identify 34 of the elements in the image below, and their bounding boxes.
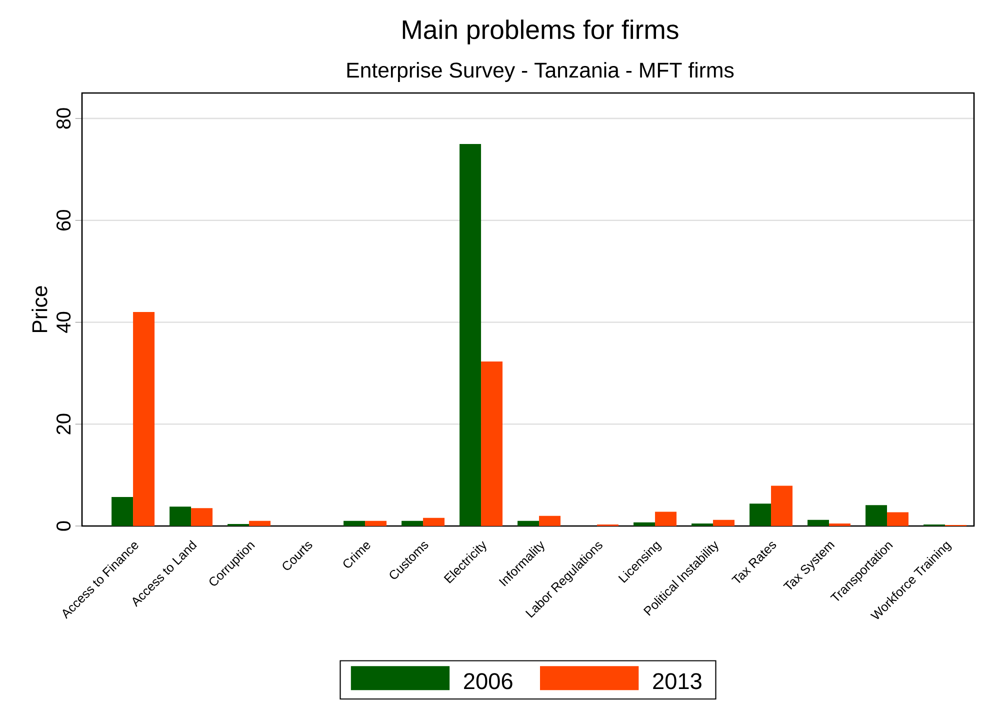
bar [887, 512, 908, 526]
bar [365, 520, 387, 526]
bar [713, 520, 735, 526]
y-axis-title: Price [32, 286, 48, 332]
chart-title: Main problems for firms [402, 20, 678, 44]
bar [866, 505, 888, 526]
bar [249, 520, 271, 526]
bar [808, 520, 830, 526]
bar [634, 522, 656, 526]
bar [771, 486, 793, 526]
y-tick-label: 80 [56, 108, 71, 129]
bar [539, 516, 561, 526]
bar [170, 506, 192, 526]
bar [518, 520, 540, 526]
legend-label: 2013 [653, 673, 702, 690]
bar [133, 312, 155, 526]
y-tick-label: 60 [56, 210, 71, 230]
bar [692, 523, 714, 526]
bar [423, 518, 445, 526]
bar [344, 520, 366, 526]
y-tick-label: 0 [56, 521, 71, 531]
chart-subtitle: Enterprise Survey - Tanzania - MFT firms [347, 62, 734, 82]
bar [655, 512, 677, 526]
legend-label: 2006 [464, 673, 512, 690]
bar [750, 504, 772, 526]
bar [402, 520, 424, 526]
y-tick-label: 40 [56, 312, 71, 333]
y-tick-label: 20 [56, 414, 71, 434]
bar [112, 496, 134, 526]
bar [829, 523, 851, 526]
bar [191, 508, 213, 526]
bar [460, 144, 482, 526]
bar [228, 524, 250, 526]
bar [481, 361, 503, 526]
